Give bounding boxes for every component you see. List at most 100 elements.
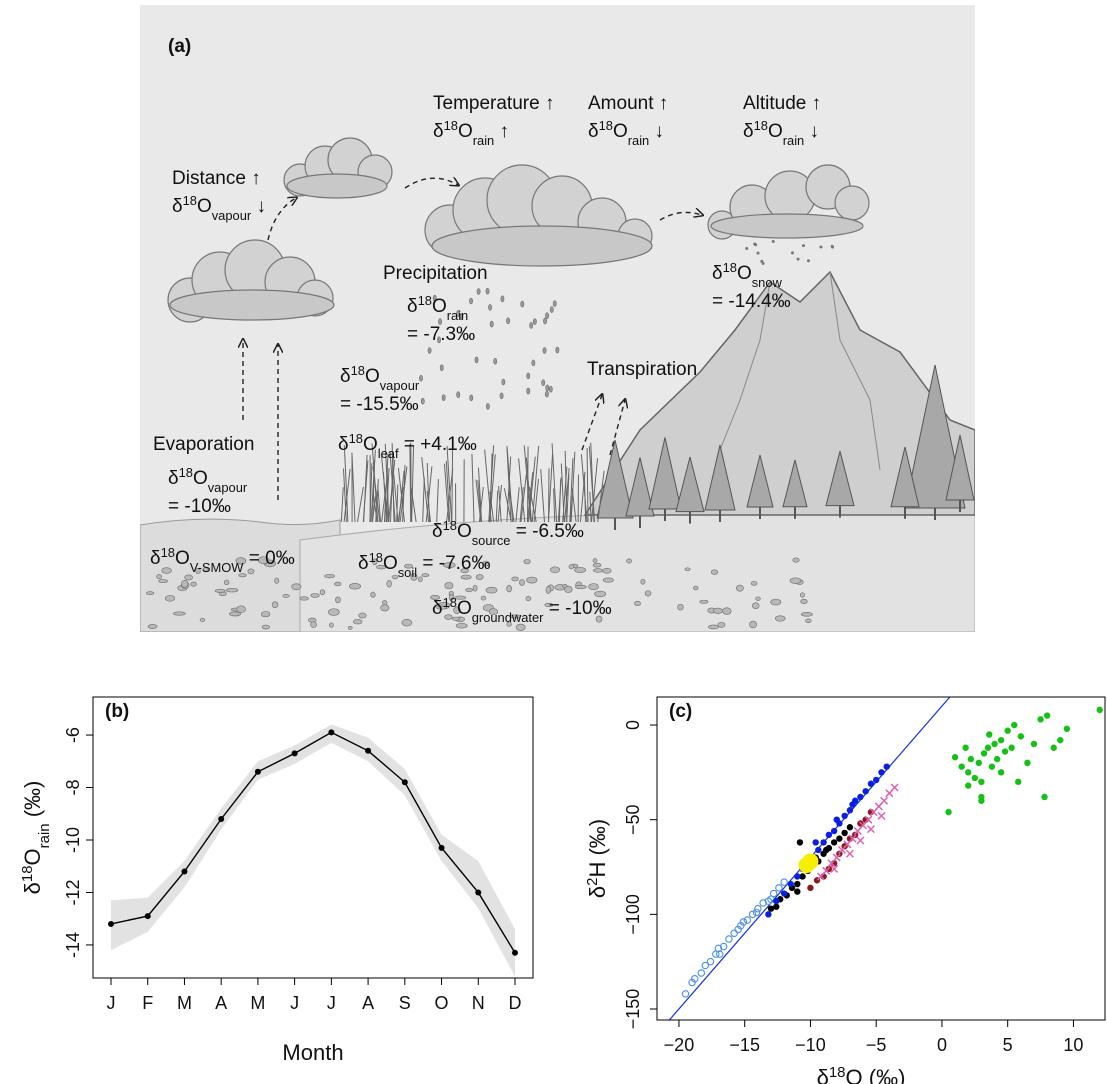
stone <box>544 602 554 607</box>
data-point <box>978 797 985 804</box>
data-point <box>773 897 780 905</box>
data-point <box>841 812 848 820</box>
label-mass: 18 <box>161 545 175 560</box>
stone <box>805 618 812 623</box>
label-text: Precipitation <box>383 263 488 284</box>
label-suffix: ↑ <box>494 121 509 142</box>
snowflake <box>790 251 794 255</box>
data-point <box>965 769 972 776</box>
data-point <box>845 849 854 858</box>
stone <box>158 579 168 584</box>
data-point <box>848 834 857 843</box>
stone <box>735 584 744 592</box>
grass <box>591 458 599 523</box>
stone <box>436 605 448 610</box>
grass <box>547 453 554 523</box>
data-point <box>1096 706 1103 714</box>
cloud <box>834 185 870 221</box>
stone <box>380 604 390 612</box>
stone <box>506 621 512 627</box>
label-sub: rain <box>473 133 495 148</box>
data-point <box>775 884 783 892</box>
raindrop <box>489 320 494 328</box>
label-mass: 18 <box>443 518 457 533</box>
stone <box>199 617 206 622</box>
x-tick-label: 5 <box>1003 1035 1013 1055</box>
data-point <box>878 769 885 776</box>
label-mass: 18 <box>443 595 457 610</box>
raindrop <box>555 346 560 354</box>
stone <box>451 616 461 621</box>
x-tick-label: 0 <box>937 1035 947 1055</box>
stone <box>335 596 341 604</box>
data-point <box>759 899 767 907</box>
stone <box>328 622 334 628</box>
label-suffix: = 0‰ <box>244 548 295 569</box>
stone <box>261 624 270 630</box>
data-point <box>773 903 780 910</box>
stone <box>164 595 176 602</box>
snowflake <box>806 259 810 263</box>
data-point <box>706 957 715 966</box>
data-point <box>890 783 899 792</box>
stone <box>401 619 413 627</box>
stone <box>376 564 387 570</box>
grass <box>525 457 532 523</box>
label-mass: 18 <box>444 118 458 133</box>
stone <box>347 626 353 630</box>
stone <box>485 586 498 594</box>
raindrop <box>438 318 442 325</box>
snowflake <box>801 244 805 248</box>
data-point <box>832 853 841 862</box>
stone <box>789 577 802 584</box>
stone <box>602 567 612 574</box>
data-point <box>880 796 889 805</box>
label-element: H <box>585 862 610 878</box>
grass <box>497 484 503 523</box>
uncertainty-band <box>111 724 515 977</box>
diagram-label: δ18Osource = -6.5‰ <box>432 518 584 548</box>
stone <box>180 580 189 588</box>
label-delta: δ <box>338 434 349 455</box>
stone <box>568 564 575 570</box>
stone <box>225 587 239 593</box>
data-point <box>780 890 788 897</box>
stone <box>202 567 209 573</box>
data-point <box>846 807 854 814</box>
raindrop <box>500 295 505 303</box>
stone <box>430 595 441 600</box>
grass <box>515 487 520 523</box>
x-axis-title: Month <box>282 1040 343 1065</box>
label-element: O <box>768 121 783 142</box>
raindrop <box>441 394 446 401</box>
grass <box>560 463 565 523</box>
raindrop <box>501 378 506 386</box>
label-element: O <box>737 263 752 284</box>
raindrop <box>526 387 531 395</box>
diagram-label: δ18Ovapour ↓ <box>172 193 266 223</box>
y-tick-label: -6 <box>63 727 83 743</box>
data-point <box>962 744 969 751</box>
label-suffix: = -6.5‰ <box>510 521 583 542</box>
grass <box>564 468 570 523</box>
stone <box>223 579 230 585</box>
grass <box>446 468 454 523</box>
data-point <box>218 816 225 823</box>
x-tick-label: F <box>142 993 153 1013</box>
y-tick-label: 0 <box>623 720 643 730</box>
data-point <box>866 825 875 834</box>
data-point <box>830 827 838 835</box>
label-sub: snow <box>752 275 783 290</box>
stone <box>751 602 760 610</box>
diagram-label: Altitude ↑ <box>743 93 821 114</box>
x-tick-label: M <box>250 993 265 1013</box>
data-point <box>794 888 801 895</box>
stone <box>574 567 587 573</box>
stone <box>592 558 598 563</box>
stone <box>173 611 186 616</box>
raindrop <box>456 310 461 317</box>
y-tick-label: -8 <box>63 780 83 796</box>
stone <box>460 574 472 580</box>
stone <box>755 596 761 601</box>
